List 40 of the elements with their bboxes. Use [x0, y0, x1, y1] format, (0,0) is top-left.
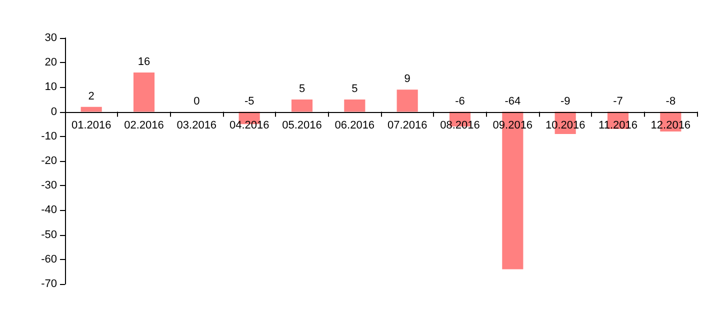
y-tick-label: 20 — [44, 56, 57, 69]
y-tick-label: -40 — [41, 204, 57, 216]
bar — [344, 100, 366, 112]
x-tick-label: 10.2016 — [545, 119, 586, 132]
x-tick-label: 09.2016 — [492, 119, 533, 132]
data-label: -6 — [455, 95, 465, 108]
x-tick-label: 12.2016 — [650, 119, 691, 132]
y-tick-label: 10 — [44, 81, 57, 94]
y-tick-label: 30 — [44, 32, 57, 44]
data-label: -7 — [613, 95, 623, 108]
y-tick-label: -60 — [41, 253, 57, 266]
y-tick-label: -20 — [41, 155, 57, 167]
x-tick-label: 03.2016 — [176, 119, 217, 132]
x-tick-label: 06.2016 — [334, 119, 375, 132]
x-tick-label: 02.2016 — [124, 119, 164, 132]
y-tick-label: 0 — [50, 106, 57, 118]
x-tick-label: 08.2016 — [440, 119, 480, 132]
data-label: -8 — [666, 95, 676, 108]
y-tick-label: -10 — [41, 130, 57, 142]
x-tick-label: 07.2016 — [387, 119, 428, 132]
bar — [396, 90, 418, 112]
data-label: 0 — [194, 95, 200, 108]
data-label: 9 — [404, 73, 410, 86]
data-label: 2 — [88, 90, 94, 102]
bar — [291, 100, 313, 112]
data-label: -5 — [244, 95, 254, 108]
bar — [133, 72, 155, 112]
x-tick-label: 11.2016 — [598, 119, 638, 132]
y-tick-label: -30 — [41, 180, 57, 192]
bar — [80, 106, 102, 112]
y-tick-label: -50 — [41, 228, 57, 241]
data-label: -9 — [560, 95, 570, 108]
data-label: -64 — [504, 95, 521, 108]
x-tick-label: 04.2016 — [229, 119, 270, 132]
data-label: 5 — [298, 83, 306, 95]
data-label: 5 — [352, 83, 358, 95]
y-tick-label: -70 — [41, 278, 57, 290]
data-label: 16 — [138, 56, 150, 68]
x-tick-label: 05.2016 — [282, 119, 322, 132]
x-tick-label: 01.2016 — [71, 119, 112, 132]
